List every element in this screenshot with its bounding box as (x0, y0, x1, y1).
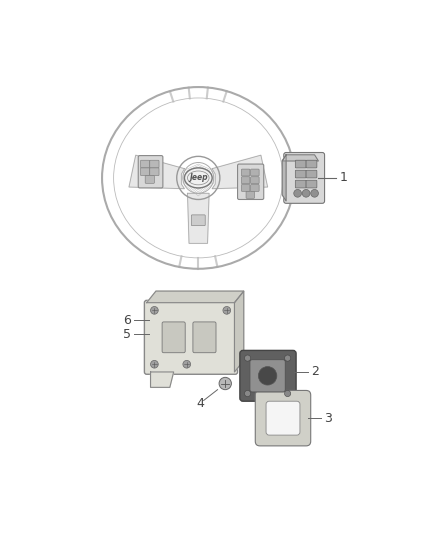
FancyBboxPatch shape (150, 168, 159, 175)
FancyBboxPatch shape (145, 175, 155, 183)
FancyBboxPatch shape (150, 160, 159, 168)
Circle shape (151, 360, 158, 368)
Polygon shape (282, 155, 286, 201)
Polygon shape (147, 291, 244, 303)
Circle shape (302, 189, 310, 197)
Circle shape (294, 189, 301, 197)
FancyBboxPatch shape (237, 164, 264, 199)
Text: 3: 3 (325, 411, 332, 425)
FancyBboxPatch shape (241, 169, 250, 176)
FancyBboxPatch shape (251, 177, 259, 184)
Circle shape (285, 355, 291, 361)
FancyBboxPatch shape (162, 322, 185, 353)
Circle shape (151, 306, 158, 314)
FancyBboxPatch shape (138, 156, 163, 188)
Circle shape (183, 360, 191, 368)
FancyBboxPatch shape (241, 177, 250, 184)
FancyBboxPatch shape (266, 401, 300, 435)
Polygon shape (282, 155, 318, 161)
FancyBboxPatch shape (295, 180, 306, 188)
FancyBboxPatch shape (145, 301, 237, 374)
Polygon shape (187, 193, 209, 244)
Text: 1: 1 (339, 172, 347, 184)
FancyBboxPatch shape (295, 160, 306, 168)
FancyBboxPatch shape (251, 184, 259, 191)
FancyBboxPatch shape (255, 391, 311, 446)
FancyBboxPatch shape (141, 160, 150, 168)
Text: 4: 4 (197, 397, 205, 410)
FancyBboxPatch shape (306, 180, 317, 188)
FancyBboxPatch shape (141, 168, 150, 175)
Circle shape (244, 355, 251, 361)
Polygon shape (234, 291, 244, 372)
Ellipse shape (184, 168, 212, 188)
Circle shape (223, 306, 231, 314)
Circle shape (244, 391, 251, 397)
Text: Jeep: Jeep (189, 173, 208, 182)
FancyBboxPatch shape (306, 170, 317, 178)
Polygon shape (212, 155, 268, 189)
FancyBboxPatch shape (241, 184, 250, 191)
FancyBboxPatch shape (250, 360, 285, 392)
Text: 5: 5 (124, 328, 131, 341)
FancyBboxPatch shape (306, 160, 317, 168)
Circle shape (219, 377, 231, 390)
FancyBboxPatch shape (295, 170, 306, 178)
Circle shape (258, 367, 277, 385)
Polygon shape (151, 372, 173, 387)
FancyBboxPatch shape (191, 215, 205, 225)
FancyBboxPatch shape (284, 152, 325, 203)
Text: 6: 6 (124, 314, 131, 327)
Circle shape (285, 391, 291, 397)
FancyBboxPatch shape (251, 169, 259, 176)
FancyBboxPatch shape (246, 191, 254, 198)
FancyBboxPatch shape (240, 350, 296, 401)
Circle shape (311, 189, 318, 197)
Polygon shape (129, 155, 184, 189)
FancyBboxPatch shape (193, 322, 216, 353)
Text: 2: 2 (311, 366, 318, 378)
